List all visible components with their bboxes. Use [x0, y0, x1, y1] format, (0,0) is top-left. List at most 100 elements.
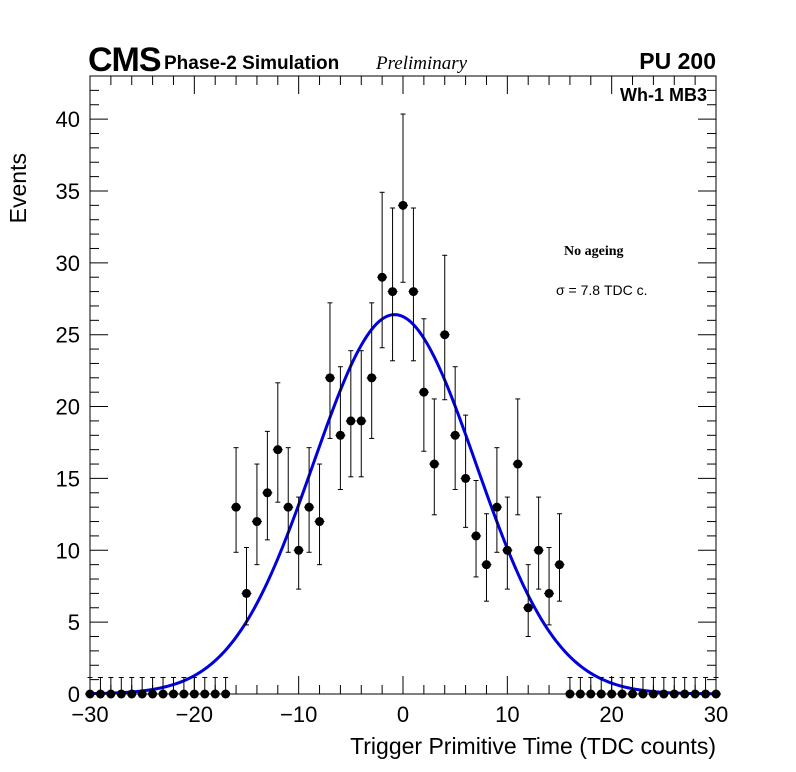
x-tick-label: 0: [397, 702, 409, 727]
data-point: [585, 676, 596, 699]
data-point: [481, 513, 492, 602]
y-tick-label: 40: [56, 107, 80, 132]
data-point: [418, 318, 429, 452]
point-marker: [711, 689, 721, 699]
pileup-label: PU 200: [639, 48, 716, 74]
data-point: [324, 302, 335, 439]
region-label: Wh-1 MB3: [620, 85, 707, 105]
data-point: [711, 676, 721, 699]
point-marker: [690, 689, 700, 699]
point-marker: [231, 502, 241, 512]
point-marker: [356, 416, 366, 426]
y-tick-label: 25: [56, 323, 80, 348]
data-point: [231, 447, 242, 553]
point-marker: [450, 430, 460, 440]
fit-curve-group: [89, 313, 717, 696]
axis-ticks: [89, 75, 717, 695]
data-point: [471, 480, 482, 578]
point-marker: [607, 689, 617, 699]
y-tick-label: 5: [68, 610, 80, 635]
point-marker: [680, 689, 690, 699]
point-marker: [210, 689, 220, 699]
y-tick-label: 20: [56, 395, 80, 420]
data-point: [85, 676, 95, 699]
point-marker: [262, 488, 272, 498]
point-marker: [701, 689, 711, 699]
point-marker: [189, 689, 199, 699]
point-marker: [294, 545, 304, 555]
point-marker: [596, 689, 606, 699]
point-marker: [179, 689, 189, 699]
y-axis-label: Events: [5, 153, 31, 223]
point-marker: [168, 689, 178, 699]
data-point: [95, 676, 106, 699]
point-marker: [534, 545, 544, 555]
data-point: [178, 676, 189, 699]
data-point: [460, 414, 471, 528]
x-axis-label: Trigger Primitive Time (TDC counts): [350, 733, 716, 759]
y-tick-label: 0: [68, 682, 80, 707]
data-point: [502, 496, 513, 590]
point-marker: [273, 445, 283, 455]
point-marker: [242, 588, 251, 598]
data-point: [272, 382, 283, 503]
data-point: [116, 676, 127, 699]
data-point: [314, 463, 325, 566]
data-point: [377, 191, 388, 349]
point-marker: [471, 531, 481, 541]
point-marker: [346, 416, 356, 426]
data-point: [669, 676, 680, 699]
point-marker: [513, 459, 523, 469]
point-marker: [200, 689, 210, 699]
data-point: [210, 676, 221, 699]
data-point: [564, 676, 575, 699]
annotation-sigma: σ = 7.8 TDC c.: [556, 282, 648, 298]
data-point: [439, 254, 450, 401]
point-marker: [555, 560, 564, 570]
point-marker: [648, 689, 658, 699]
fit-curve-line: [89, 313, 717, 696]
data-point: [606, 676, 617, 699]
point-marker: [283, 502, 293, 512]
data-point: [544, 547, 555, 626]
data-point: [137, 676, 148, 699]
data-point: [220, 676, 231, 699]
point-marker: [544, 588, 554, 598]
point-marker: [461, 473, 471, 483]
data-point: [554, 513, 565, 602]
data-point: [450, 366, 461, 491]
point-marker: [252, 517, 262, 527]
data-point: [398, 113, 408, 283]
data-point: [345, 350, 356, 478]
y-tick-label: 35: [56, 179, 80, 204]
data-point: [617, 676, 628, 699]
data-point: [533, 496, 544, 590]
point-marker: [523, 603, 533, 613]
point-marker: [492, 502, 502, 512]
point-marker: [628, 689, 638, 699]
x-tick-label: −20: [176, 702, 213, 727]
annotation-ageing: No ageing: [564, 244, 624, 259]
point-marker: [148, 689, 158, 699]
data-point: [147, 676, 158, 699]
x-tick-label: 10: [495, 702, 519, 727]
chart-tag: Preliminary: [375, 53, 468, 74]
y-tick-label: 10: [56, 538, 80, 563]
point-marker: [481, 560, 491, 570]
point-marker: [106, 689, 116, 699]
data-point: [575, 676, 586, 699]
data-point: [262, 430, 273, 541]
point-marker: [377, 272, 387, 282]
data-point: [512, 398, 523, 516]
data-point: [168, 676, 179, 699]
data-point: [293, 496, 304, 590]
x-tick-label: 20: [599, 702, 623, 727]
data-point: [387, 207, 398, 362]
data-point: [679, 676, 690, 699]
point-marker: [137, 689, 147, 699]
data-point: [251, 463, 262, 566]
data-points-group: [85, 113, 721, 699]
data-point: [648, 676, 659, 699]
data-point: [126, 676, 137, 699]
point-marker: [659, 689, 669, 699]
